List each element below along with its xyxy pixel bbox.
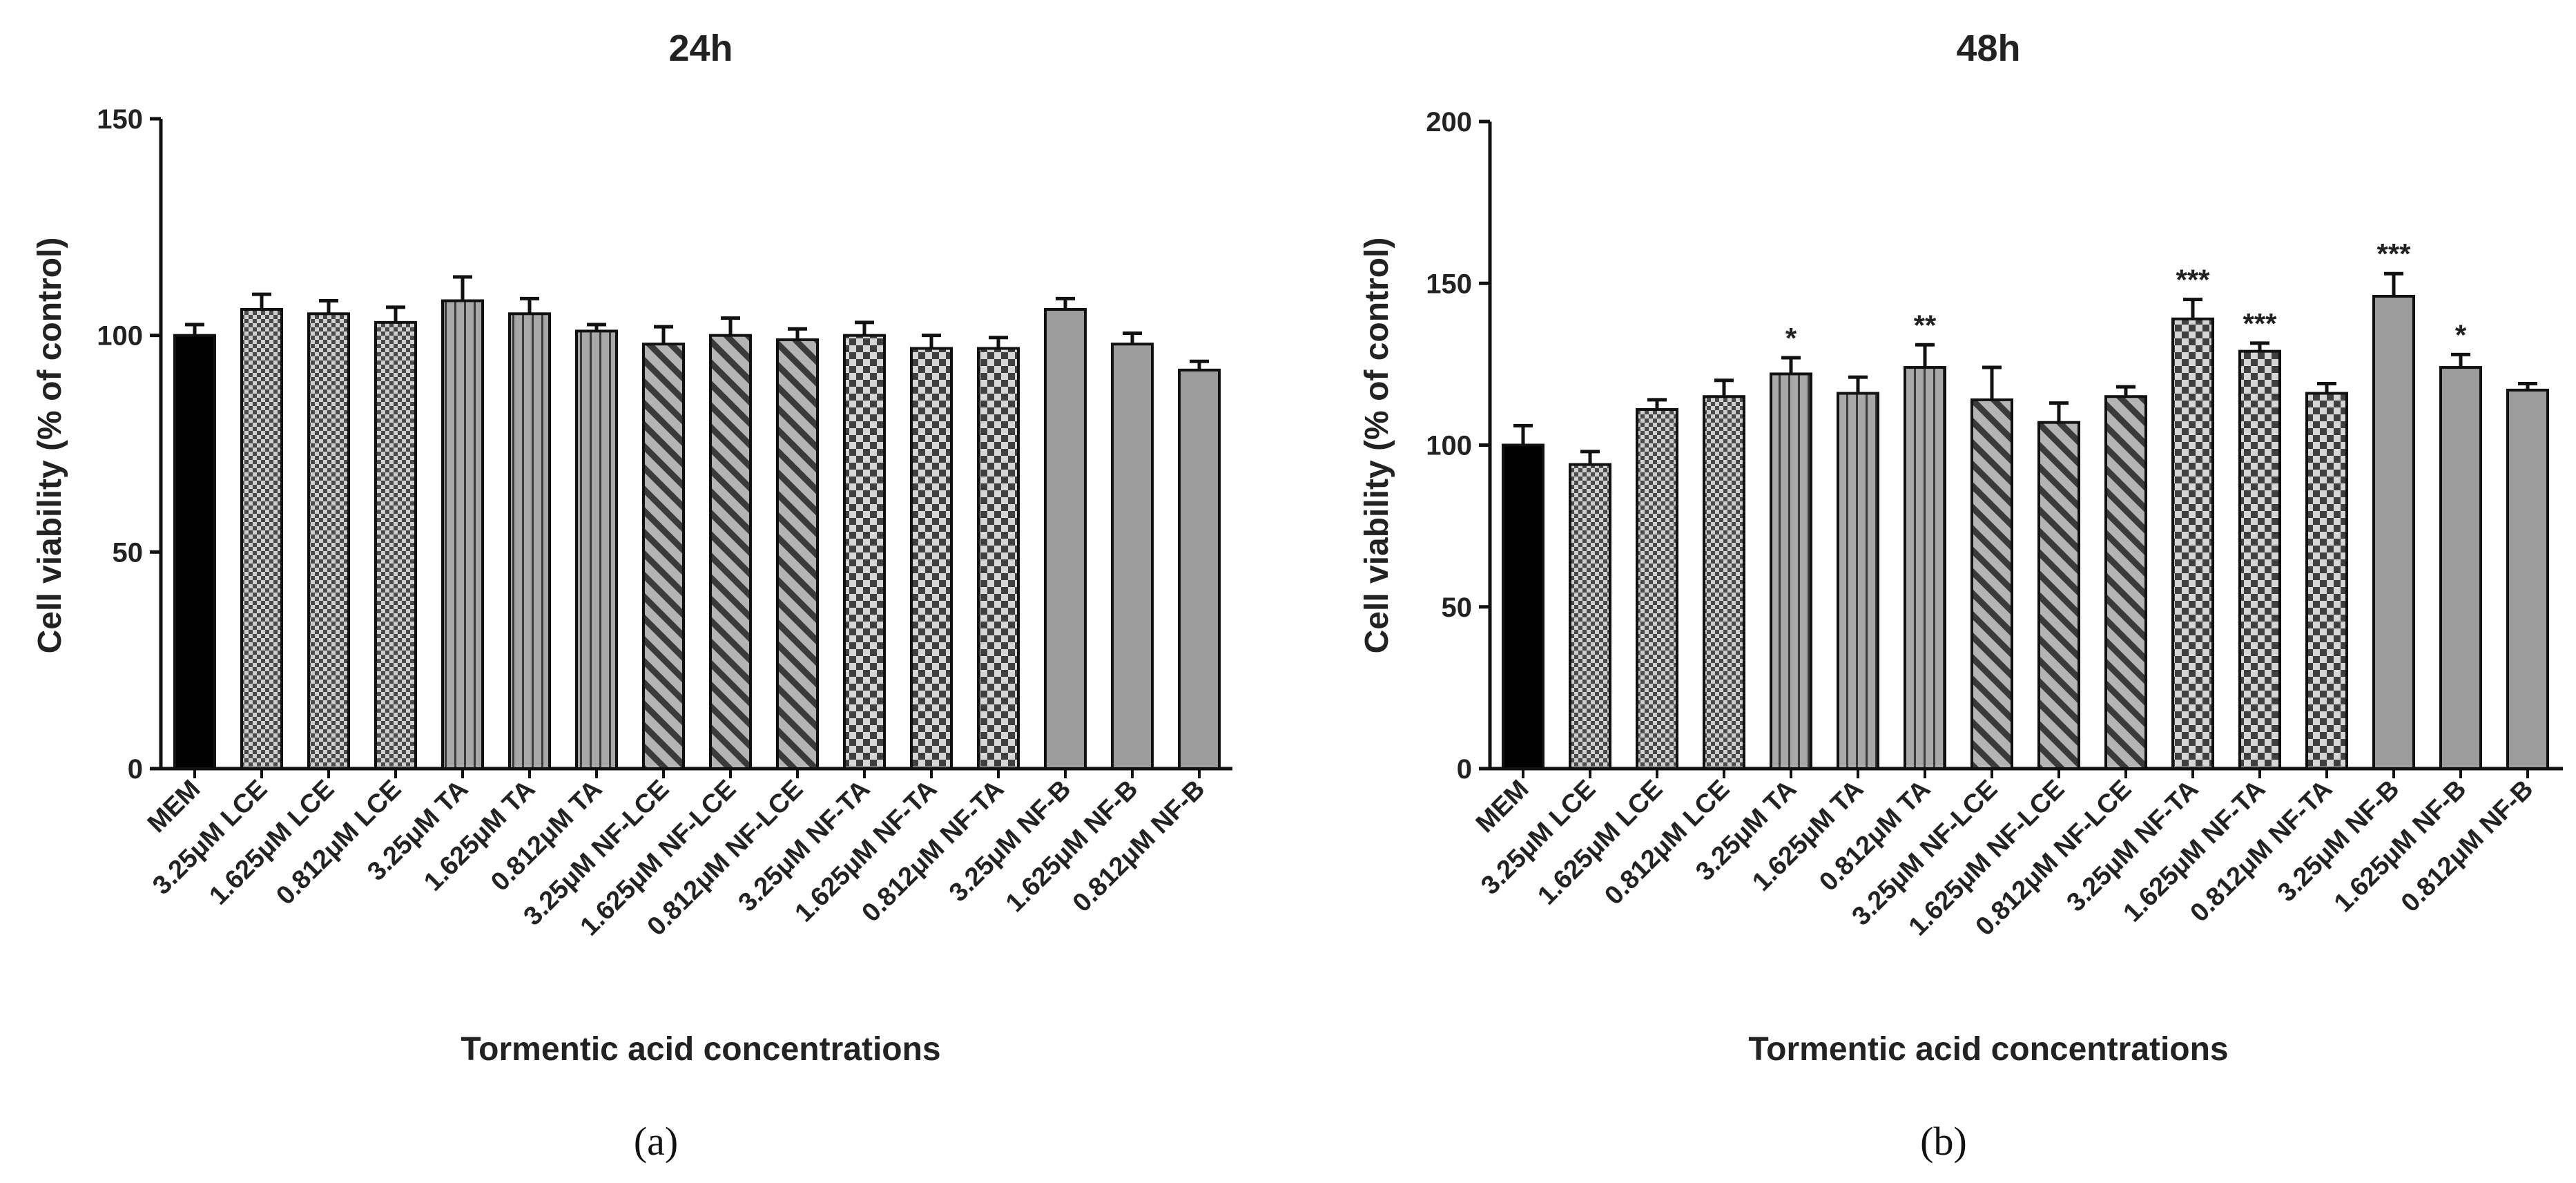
bar [1636, 407, 1678, 770]
bar [2238, 349, 2281, 770]
y-tick-label: 150 [97, 104, 143, 135]
y-ticks: 0 50 100 150 200 [1426, 107, 2529, 785]
significance-markers: * ************ [1785, 238, 2467, 354]
bar [173, 334, 216, 770]
panel-label-a: (a) [634, 1119, 678, 1164]
y-tick-label: 150 [1426, 269, 1472, 299]
bar [2506, 388, 2549, 770]
category-label: MEM [1471, 775, 1534, 838]
bar [1044, 308, 1087, 770]
bar [1770, 372, 1812, 770]
y-ticks: 0 50 100 150 [97, 104, 1201, 785]
bar [1178, 368, 1221, 770]
chart-panel-24h: 24h Cell viability (% of control) Tormen… [32, 28, 1232, 1068]
significance-label: *** [2243, 307, 2277, 340]
significance-label: *** [2176, 264, 2210, 296]
bars [1502, 294, 2549, 771]
bar [1111, 343, 1154, 771]
bar [2037, 421, 2080, 771]
bar [2171, 317, 2214, 771]
bar [910, 347, 953, 770]
y-tick-label: 50 [1442, 593, 1473, 623]
y-tick-label: 100 [1426, 431, 1472, 461]
bars [173, 299, 1221, 771]
bar [2104, 395, 2147, 770]
significance-label: *** [2376, 238, 2411, 270]
chart-title: 24h [668, 28, 733, 69]
bar [2305, 392, 2348, 770]
significance-label: * [2455, 318, 2467, 351]
bar [642, 343, 685, 771]
y-axis-label: Cell viability (% of control) [32, 238, 68, 654]
y-tick-label: 100 [97, 321, 143, 352]
bar [709, 334, 752, 770]
chart-title: 48h [1956, 28, 2020, 69]
y-axis-label: Cell viability (% of control) [1359, 238, 1395, 654]
bar [508, 312, 551, 770]
y-tick-label: 0 [1457, 754, 1472, 785]
y-tick-label: 0 [128, 754, 143, 785]
bar [575, 329, 618, 771]
y-tick-label: 50 [113, 537, 144, 568]
significance-label: * [1785, 322, 1797, 354]
bar [843, 334, 886, 770]
bar [2372, 294, 2415, 770]
bar [240, 308, 283, 770]
bar [1703, 395, 1745, 770]
bar [441, 299, 484, 771]
x-axis-label: Tormentic acid concentrations [461, 1031, 940, 1068]
y-tick-label: 200 [1426, 107, 1472, 137]
bar [1970, 398, 2013, 770]
bar [307, 312, 350, 770]
error-bars [1513, 271, 2537, 465]
error-bars [185, 275, 1209, 370]
bar [977, 347, 1020, 770]
bar [374, 320, 417, 770]
significance-label: ** [1914, 309, 1937, 341]
bar [1569, 463, 1611, 770]
category-label: MEM [142, 775, 206, 838]
x-axis-label: Tormentic acid concentrations [1748, 1031, 2228, 1068]
bar [1502, 443, 1544, 770]
bar [776, 338, 819, 770]
bar [2439, 366, 2482, 770]
panel-label-b: (b) [1920, 1119, 1967, 1164]
bar [1837, 392, 1879, 770]
bar [1904, 366, 1946, 770]
chart-panel-48h: 48h Cell viability (% of control) Tormen… [1359, 28, 2563, 1068]
